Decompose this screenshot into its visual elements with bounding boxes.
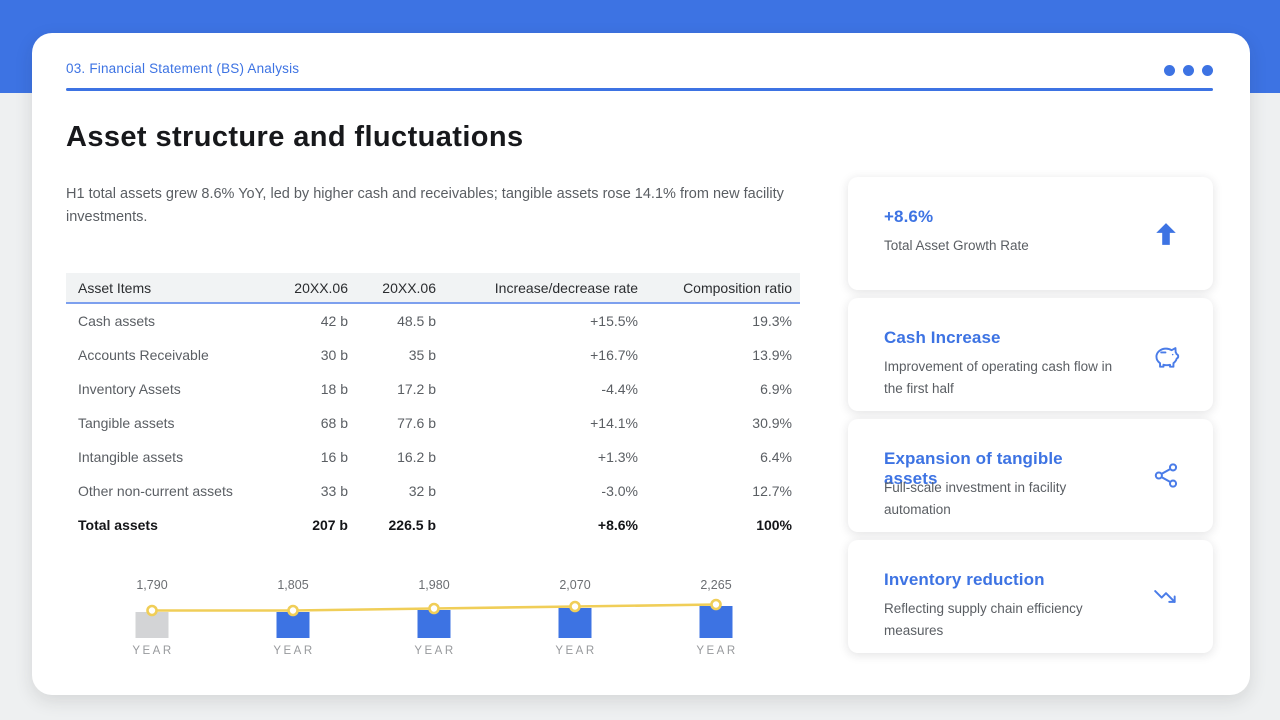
column-header: 20XX.06 bbox=[356, 273, 444, 304]
chart-bar bbox=[558, 608, 592, 638]
column-header: Composition ratio bbox=[646, 273, 800, 304]
table-cell: 30 b bbox=[320, 347, 348, 363]
table-cell: 17.2 b bbox=[397, 381, 436, 397]
card-description: Total Asset Growth Rate bbox=[884, 238, 1029, 253]
table-cell: 35 b bbox=[408, 347, 436, 363]
share-icon bbox=[1149, 459, 1183, 493]
chart-marker bbox=[710, 598, 722, 611]
chart-value-label: 1,805 bbox=[277, 578, 308, 592]
chart-category-label: YEAR bbox=[555, 645, 596, 657]
table-row: Tangible assets 68 b 77.6 b +14.1% 30.9% bbox=[66, 406, 800, 440]
chart-bar bbox=[417, 610, 451, 638]
card-description: Reflecting supply chain efficiency measu… bbox=[884, 601, 1083, 638]
table-cell: +16.7% bbox=[590, 347, 638, 363]
table-cell: Cash assets bbox=[78, 313, 156, 329]
table-cell: 33 b bbox=[320, 483, 348, 499]
asset-table-header: Asset Items 20XX.06 20XX.06 Increase/decrea… bbox=[66, 273, 800, 304]
table-row: Other non-current assets 33 b 32 b -3.0% 12.… bbox=[66, 474, 800, 508]
chart-category-label: YEAR bbox=[132, 645, 173, 657]
section-label: 03. Financial Statement (BS) Analysis bbox=[66, 61, 300, 76]
ellipsis-menu-icon bbox=[1164, 65, 1213, 76]
chart-value-label: 1,790 bbox=[136, 578, 167, 592]
table-cell: Intangible assets bbox=[78, 449, 184, 465]
table-cell: 68 b bbox=[320, 415, 348, 431]
table-cell: 19.3% bbox=[752, 313, 792, 329]
column-header: Asset Items bbox=[66, 273, 266, 304]
table-cell: 42 b bbox=[320, 313, 348, 329]
chart-marker bbox=[428, 602, 440, 615]
highlight-cards: +8.6% Total Asset Growth Rate Cash Increas… bbox=[848, 33, 1213, 695]
header-divider bbox=[66, 88, 1213, 91]
table-cell: Other non-current assets bbox=[78, 483, 233, 499]
table-cell: 16 b bbox=[320, 449, 348, 465]
card-title: Inventory reduction bbox=[884, 570, 1045, 589]
table-cell: -3.0% bbox=[601, 483, 638, 499]
card-description: Full-scale investment in facility automa… bbox=[884, 480, 1067, 517]
page-subtitle: H1 total assets grew 8.6% YoY, led by hi… bbox=[66, 186, 784, 225]
table-cell: 100% bbox=[756, 517, 792, 533]
dot-icon bbox=[1202, 65, 1213, 76]
chart-marker bbox=[287, 604, 299, 617]
chart-bar bbox=[699, 606, 733, 638]
table-cell: 226.5 b bbox=[388, 517, 436, 533]
table-cell: Tangible assets bbox=[78, 415, 175, 431]
table-cell: Total assets bbox=[78, 517, 158, 533]
table-cell: Inventory Assets bbox=[78, 381, 181, 397]
dot-icon bbox=[1164, 65, 1175, 76]
dot-icon bbox=[1183, 65, 1194, 76]
table-row-total: Total assets 207 b 226.5 b +8.6% 100% bbox=[66, 508, 800, 542]
chart-category-label: YEAR bbox=[696, 645, 737, 657]
chart-value-label: 2,070 bbox=[559, 578, 590, 592]
stat-card: Inventory reduction Reflecting supply cha… bbox=[848, 540, 1213, 653]
arrow-up-icon bbox=[1149, 217, 1183, 251]
trending-down-icon bbox=[1149, 580, 1183, 614]
table-row: Inventory Assets 18 b 17.2 b -4.4% 6.9% bbox=[66, 372, 800, 406]
column-header: 20XX.06 bbox=[266, 273, 356, 304]
table-cell: +1.3% bbox=[597, 449, 638, 465]
card-description: Improvement of operating cash flow in th… bbox=[884, 359, 1113, 396]
table-cell: -4.4% bbox=[601, 381, 638, 397]
table-cell: 48.5 b bbox=[397, 313, 436, 329]
chart-marker bbox=[569, 600, 581, 613]
table-row: Intangible assets 16 b 16.2 b +1.3% 6.4% bbox=[66, 440, 800, 474]
table-cell: 30.9% bbox=[752, 415, 792, 431]
table-cell: 16.2 b bbox=[397, 449, 436, 465]
table-row: Accounts Receivable 30 b 35 b +16.7% 13.9% bbox=[66, 338, 800, 372]
table-cell: +14.1% bbox=[590, 415, 638, 431]
slide-card: 03. Financial Statement (BS) Analysis As… bbox=[32, 33, 1250, 695]
stat-card: Expansion of tangible assets Full-scale i… bbox=[848, 419, 1213, 532]
table-cell: 77.6 b bbox=[397, 415, 436, 431]
column-header: Increase/decrease rate bbox=[444, 273, 646, 304]
chart-canvas: 1,790 1,805 1,980 2,070 2,265 YEAR YEAR YEAR YEA… bbox=[132, 578, 737, 657]
card-title: Cash Increase bbox=[884, 328, 1001, 347]
card-title: Expansion of tangible assets bbox=[884, 449, 1063, 488]
chart-category-label: YEAR bbox=[273, 645, 314, 657]
table-cell: 6.9% bbox=[760, 381, 792, 397]
chart-bar bbox=[276, 612, 310, 638]
asset-table: Asset Items 20XX.06 20XX.06 Increase/decrea… bbox=[66, 273, 800, 542]
table-cell: 13.9% bbox=[752, 347, 792, 363]
card-title: +8.6% bbox=[884, 207, 934, 226]
stat-card: Cash Increase Improvement of operating ca… bbox=[848, 298, 1213, 411]
chart-category-label: YEAR bbox=[414, 645, 455, 657]
chart-value-label: 1,980 bbox=[418, 578, 449, 592]
table-cell: 18 b bbox=[320, 381, 348, 397]
stat-card: +8.6% Total Asset Growth Rate bbox=[848, 177, 1213, 290]
chart-value-label: 2,265 bbox=[700, 578, 731, 592]
table-cell: Accounts Receivable bbox=[78, 347, 209, 363]
piggy-bank-icon bbox=[1149, 338, 1183, 372]
asset-trend-chart: 1,790 1,805 1,980 2,070 2,265 YEAR YEAR YEAR YEA… bbox=[97, 578, 777, 663]
chart-marker bbox=[146, 604, 158, 617]
table-cell: 32 b bbox=[408, 483, 436, 499]
table-row: Cash assets 42 b 48.5 b +15.5% 19.3% bbox=[66, 303, 800, 338]
page-title: Asset structure and fluctuations bbox=[66, 121, 524, 153]
table-cell: 207 b bbox=[312, 517, 348, 533]
table-cell: +15.5% bbox=[590, 313, 638, 329]
table-cell: +8.6% bbox=[597, 517, 638, 533]
table-cell: 12.7% bbox=[752, 483, 792, 499]
table-cell: 6.4% bbox=[760, 449, 792, 465]
chart-bar bbox=[135, 612, 169, 638]
